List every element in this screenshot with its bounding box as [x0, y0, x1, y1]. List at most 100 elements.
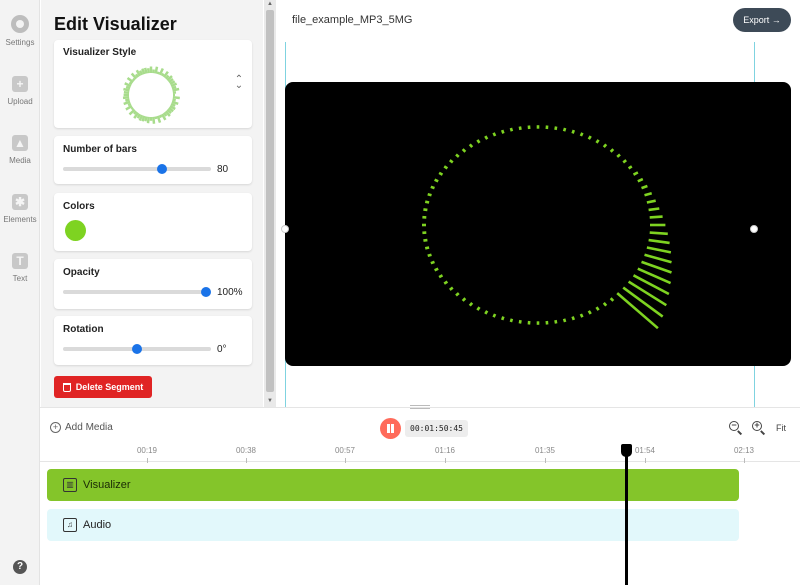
help-icon[interactable]: ?	[13, 560, 27, 574]
tick-label: 01:54	[634, 446, 656, 455]
chart-icon: ▥	[63, 478, 77, 492]
resize-handle-right[interactable]	[750, 225, 758, 233]
style-thumb-bar	[136, 113, 142, 119]
visualizer-preview[interactable]	[285, 82, 791, 366]
visualizer-bar	[518, 126, 522, 131]
rotation-value: 0°	[217, 344, 227, 355]
slider-knob[interactable]	[157, 164, 168, 174]
visualizer-bar	[609, 148, 615, 153]
chevron-updown-icon[interactable]: ⌃ ⌄	[234, 74, 244, 91]
style-thumb-bar	[156, 71, 160, 75]
number-of-bars-label: Number of bars	[63, 144, 137, 155]
style-thumb-bar	[133, 110, 138, 115]
slider-knob[interactable]	[132, 344, 142, 354]
delete-segment-button[interactable]: Delete Segment	[54, 376, 152, 398]
style-thumb-bar	[170, 82, 178, 88]
style-thumb-bar	[141, 115, 146, 122]
scroll-up-icon[interactable]: ▲	[267, 1, 273, 7]
slider-knob[interactable]	[201, 287, 211, 297]
visualizer-style-label: Visualizer Style	[63, 47, 137, 58]
resize-grip[interactable]	[410, 405, 430, 409]
sidebar-item-upload[interactable]: + Upload	[0, 76, 40, 106]
add-media-button[interactable]: + Add Media	[50, 422, 113, 433]
visualizer-bar	[554, 319, 558, 324]
visualizer-bar	[641, 184, 648, 190]
style-thumb-bar	[160, 72, 165, 77]
visualizer-bar	[424, 246, 430, 250]
scroll-down-icon[interactable]: ▼	[267, 398, 273, 404]
export-button[interactable]: Export →	[733, 8, 791, 32]
delete-segment-label: Delete Segment	[75, 382, 144, 392]
playhead-handle[interactable]	[621, 444, 632, 457]
color-swatch[interactable]	[65, 220, 86, 241]
resize-handle-left[interactable]	[281, 225, 289, 233]
visualizer-bar	[595, 306, 600, 311]
visualizer-bar	[438, 274, 444, 279]
style-thumb-bar	[162, 112, 168, 117]
visualizer-bar	[449, 286, 454, 291]
visualizer-bar	[509, 127, 514, 132]
visualizer-style-card[interactable]: Visualizer Style ⌃ ⌄	[54, 40, 252, 128]
timeline-ruler[interactable]: 00:19 00:38 00:57 01:16 01:35 01:54 02:1…	[40, 440, 800, 463]
rotation-slider[interactable]	[63, 344, 211, 354]
visualizer-bar	[430, 185, 435, 190]
style-thumb-bar	[123, 100, 131, 106]
style-thumb-bar	[128, 81, 133, 86]
visualizer-bar	[616, 292, 659, 330]
style-thumb-bar	[124, 82, 132, 88]
visualizer-bar	[571, 129, 576, 134]
visualizer-track[interactable]: ▥ Visualizer	[47, 469, 739, 501]
rotation-card: Rotation 0°	[54, 316, 252, 365]
style-thumb-bar	[123, 87, 130, 92]
style-thumb-bar	[164, 110, 171, 117]
style-thumb-bar	[169, 80, 176, 86]
opacity-slider[interactable]	[63, 287, 211, 297]
preview-canvas[interactable]	[285, 82, 791, 366]
pause-button[interactable]	[380, 418, 401, 439]
visualizer-bar	[468, 143, 474, 148]
rotation-label: Rotation	[63, 324, 104, 335]
sidebar-item-label: Elements	[3, 215, 37, 224]
number-of-bars-value: 80	[217, 164, 229, 175]
audio-track[interactable]: ♫ Audio	[47, 509, 739, 541]
sidebar-item-settings[interactable]: Settings	[0, 15, 40, 47]
sidebar-item-text[interactable]: T Text	[0, 253, 40, 283]
style-thumb-bar	[135, 69, 142, 77]
visualizer-bar	[455, 292, 460, 297]
style-thumb-bar	[154, 116, 158, 120]
style-thumb-bar	[168, 77, 174, 84]
visualizer-bar	[649, 215, 663, 219]
style-thumb-bar	[166, 75, 173, 82]
visualizer-style-preview	[122, 66, 180, 124]
number-of-bars-slider[interactable]	[63, 164, 211, 174]
visualizer-bar	[649, 231, 668, 236]
zoom-in-icon[interactable]: +	[752, 421, 766, 435]
number-of-bars-card: Number of bars 80	[54, 136, 252, 184]
visualizer-bar	[644, 253, 672, 264]
style-thumb-bar	[172, 96, 180, 100]
fit-button[interactable]: Fit	[776, 423, 786, 433]
visualizer-bar	[468, 302, 474, 307]
playhead-line[interactable]	[625, 455, 628, 585]
tick-label: 00:19	[136, 446, 158, 455]
sidebar-item-label: Text	[12, 274, 28, 283]
settings-icon	[11, 15, 29, 33]
visualizer-bar	[595, 139, 600, 144]
visualizer-bar	[602, 302, 608, 307]
style-thumb-bar	[171, 100, 179, 105]
zoom-out-icon[interactable]: −	[729, 421, 743, 435]
visualizer-bar	[646, 199, 656, 204]
panel-scrollbar[interactable]: ▲ ▼	[264, 0, 276, 407]
sidebar-item-media[interactable]: ▲ Media	[0, 135, 40, 165]
style-thumb-bar	[172, 87, 180, 92]
visualizer-bar	[587, 310, 592, 315]
visualizer-bar	[492, 132, 497, 137]
scrollbar-thumb[interactable]	[266, 10, 274, 392]
visualizer-bar	[562, 318, 567, 323]
sidebar-item-label: Media	[9, 156, 31, 165]
visualizer-bar	[579, 313, 584, 318]
visualizer-bar	[484, 135, 489, 140]
sidebar-item-elements[interactable]: ✱ Elements	[0, 194, 40, 224]
visualizer-bar	[518, 319, 522, 324]
style-thumb-bar	[164, 74, 170, 80]
